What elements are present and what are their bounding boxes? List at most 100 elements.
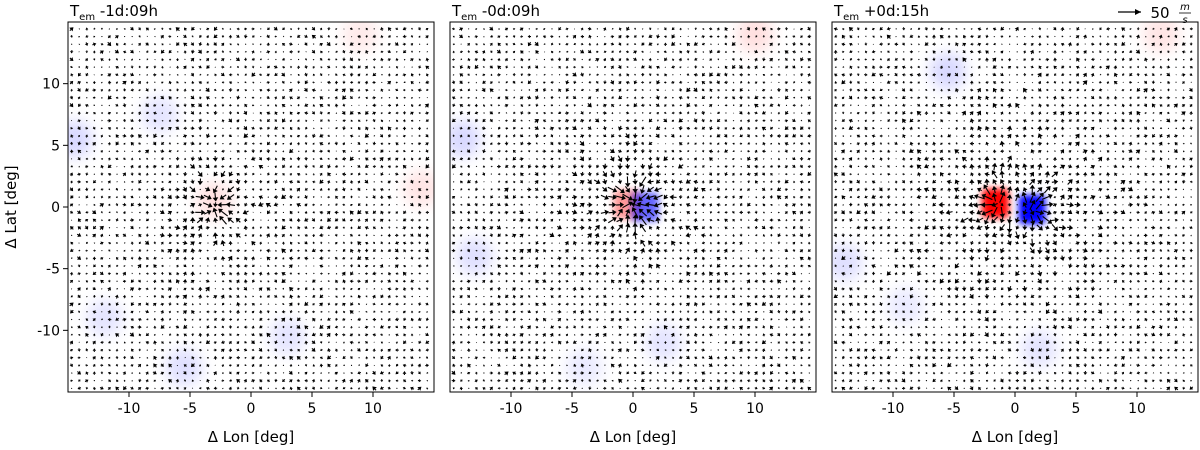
vector-arrow (535, 355, 540, 360)
vector-dot (880, 387, 882, 389)
vector-arrow (520, 195, 524, 199)
vector-arrow (656, 111, 659, 115)
vector-arrow (468, 234, 470, 237)
vector-arrow (372, 157, 377, 161)
vector-arrow (365, 110, 369, 115)
vector-arrow (687, 66, 689, 68)
vector-arrow (123, 341, 126, 344)
title-main: T (69, 2, 80, 20)
vector-arrow (452, 50, 455, 54)
vector-arrow (297, 341, 300, 344)
vector-arrow (534, 371, 539, 375)
vector-arrow (784, 149, 788, 153)
vector-dot (214, 120, 216, 122)
vector-arrow (800, 187, 804, 192)
vector-arrow (611, 165, 614, 168)
vector-arrow (595, 271, 600, 276)
vector-arrow (842, 349, 845, 352)
vector-arrow (139, 295, 141, 298)
vector-arrow (380, 310, 383, 313)
vector-arrow (740, 257, 743, 260)
vector-arrow (396, 35, 398, 38)
vector-arrow (168, 111, 172, 115)
vector-arrow (785, 172, 788, 176)
vector-arrow (130, 72, 135, 77)
vector-arrow (380, 43, 383, 46)
vector-arrow (319, 356, 323, 360)
vector-arrow (663, 317, 667, 322)
vector-arrow (139, 356, 141, 359)
x-tick-label: 0 (247, 401, 256, 417)
vector-arrow (777, 279, 782, 284)
vector-arrow (91, 209, 97, 215)
vector-arrow (313, 127, 315, 130)
vector-arrow (410, 310, 414, 314)
vector-arrow (108, 104, 111, 107)
vector-arrow (116, 226, 118, 229)
vector-arrow (259, 317, 263, 321)
vector-arrow (402, 164, 407, 169)
vector-arrow (202, 202, 213, 208)
vector-dot (184, 97, 186, 99)
vector-arrow (527, 280, 531, 283)
vector-arrow (740, 280, 742, 282)
vector-dot (335, 173, 337, 175)
vector-arrow (380, 355, 384, 360)
vector-arrow (296, 317, 301, 322)
vector-arrow (474, 64, 479, 70)
vector-arrow (672, 127, 674, 130)
vector-arrow (425, 134, 429, 138)
vector-arrow (191, 348, 194, 352)
vector-arrow (417, 371, 421, 375)
vector-arrow (426, 88, 429, 92)
vector-arrow (792, 156, 796, 161)
vector-arrow (107, 88, 111, 92)
vector-arrow (69, 203, 74, 207)
vector-arrow (341, 156, 347, 161)
vector-arrow (176, 348, 180, 352)
vector-arrow (641, 35, 645, 38)
vector-arrow (834, 57, 838, 62)
vector-arrow (834, 386, 838, 390)
vector-arrow (312, 310, 316, 314)
vector-arrow (770, 73, 773, 76)
vector-arrow (633, 88, 637, 92)
vector-arrow (100, 332, 104, 337)
vector-arrow (357, 111, 361, 115)
vector-arrow (558, 82, 561, 84)
vector-arrow (618, 95, 623, 100)
vector-arrow (640, 278, 646, 284)
vector-arrow (304, 72, 308, 77)
vector-arrow (778, 204, 780, 206)
vector-arrow (848, 264, 853, 268)
vector-arrow (380, 341, 384, 344)
vector-arrow (78, 341, 80, 343)
vector-arrow (474, 50, 479, 54)
vector-arrow (228, 325, 233, 329)
vector-arrow (176, 51, 179, 53)
vector-dot (460, 303, 462, 305)
vector-arrow (792, 164, 796, 168)
vector-arrow (266, 156, 271, 161)
vector-arrow (739, 133, 743, 138)
vector-arrow (191, 256, 195, 260)
vector-arrow (702, 66, 705, 68)
vector-arrow (475, 333, 478, 336)
vector-arrow (388, 241, 391, 245)
vector-arrow (871, 348, 876, 353)
vector-arrow (259, 226, 263, 229)
vector-arrow (617, 348, 622, 353)
vector-arrow (78, 103, 82, 107)
vector-arrow (190, 248, 196, 254)
vector-arrow (498, 28, 500, 30)
vector-arrow (69, 279, 74, 284)
vector-arrow (762, 81, 766, 84)
vector-arrow (77, 141, 82, 146)
vector-dot (755, 364, 757, 366)
vector-arrow (716, 386, 720, 391)
vector-arrow (78, 28, 81, 30)
vector-arrow (739, 104, 743, 108)
vector-arrow (475, 280, 478, 283)
vector-arrow (732, 150, 735, 153)
vector-arrow (640, 348, 645, 352)
